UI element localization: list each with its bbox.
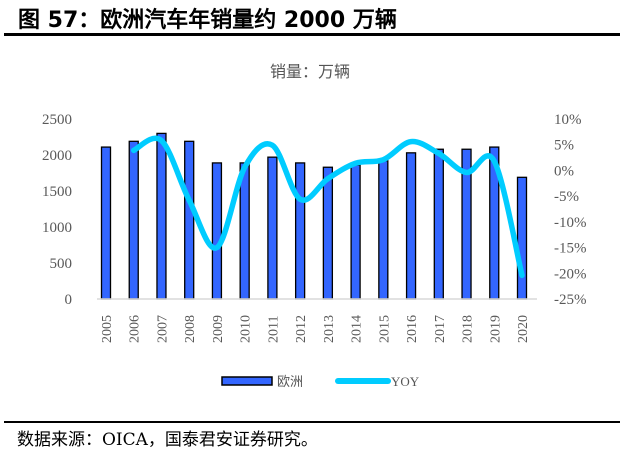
left-tick-label: 1500 xyxy=(42,184,72,200)
yoy-line xyxy=(130,135,525,279)
bar-2012 xyxy=(294,162,306,300)
x-tick-label: 2019 xyxy=(488,315,503,343)
x-tick-label: 2013 xyxy=(322,315,337,343)
source-divider xyxy=(4,421,620,423)
legend: 欧洲 YOY xyxy=(221,374,420,389)
x-tick-label: 2014 xyxy=(350,315,365,343)
bar-2020 xyxy=(516,176,528,300)
legend-label-yoy: YOY xyxy=(391,374,420,389)
source-note: 数据来源：OICA，国泰君安证券研究。 xyxy=(17,430,318,450)
left-tick-label: 1000 xyxy=(42,220,72,236)
x-tick-label: 2020 xyxy=(516,315,531,343)
bar-2008 xyxy=(184,140,195,300)
bar-2016 xyxy=(405,152,417,300)
bar-2011 xyxy=(267,156,278,300)
right-tick-label: 10% xyxy=(554,112,582,128)
legend-label-europe: 欧洲 xyxy=(277,374,303,389)
bar-2014 xyxy=(350,164,361,300)
x-tick-label: 2016 xyxy=(405,315,420,343)
left-tick-label: 2500 xyxy=(42,112,72,128)
x-tick-label: 2009 xyxy=(211,315,226,343)
bar-2015 xyxy=(378,160,389,300)
bar-2007 xyxy=(156,132,167,300)
x-tick-label: 2007 xyxy=(155,315,170,343)
x-tick-label: 2017 xyxy=(433,315,448,343)
bar-2009 xyxy=(211,162,223,300)
bar-2017 xyxy=(433,148,444,300)
x-tick-label: 2005 xyxy=(100,315,115,343)
left-tick-label: 0 xyxy=(65,292,73,308)
bar-2006 xyxy=(128,140,139,300)
left-tick-label: 2000 xyxy=(42,148,72,164)
x-tick-label: 2012 xyxy=(294,315,309,343)
x-tick-label: 2006 xyxy=(128,315,143,343)
title-divider xyxy=(4,33,620,36)
chart: 销量：万辆 0 500 1000 1500 2000 2500 -25% -20% -15% -… xyxy=(42,63,587,389)
x-tick-label: 2010 xyxy=(239,315,254,343)
x-tick-label: 2008 xyxy=(183,315,198,343)
left-tick-label: 500 xyxy=(50,256,73,272)
right-tick-label: 5% xyxy=(554,138,574,154)
bar-2013 xyxy=(322,166,334,300)
x-tick-label: 2018 xyxy=(461,315,476,343)
right-tick-label: -25% xyxy=(554,292,587,308)
figure-title: 图 57：欧洲汽车年销量约 2000 万辆 xyxy=(18,8,397,33)
legend-swatch-europe xyxy=(221,376,273,386)
right-tick-label: -10% xyxy=(554,215,587,231)
chart-subtitle: 销量：万辆 xyxy=(270,63,350,81)
x-tick-label: 2011 xyxy=(266,316,281,343)
bar-2005 xyxy=(100,146,112,300)
right-tick-label: -20% xyxy=(554,266,587,282)
x-tick-label: 2015 xyxy=(377,315,392,343)
right-tick-label: -15% xyxy=(554,241,587,257)
right-tick-label: -5% xyxy=(554,189,579,205)
right-tick-label: 0% xyxy=(554,163,574,179)
